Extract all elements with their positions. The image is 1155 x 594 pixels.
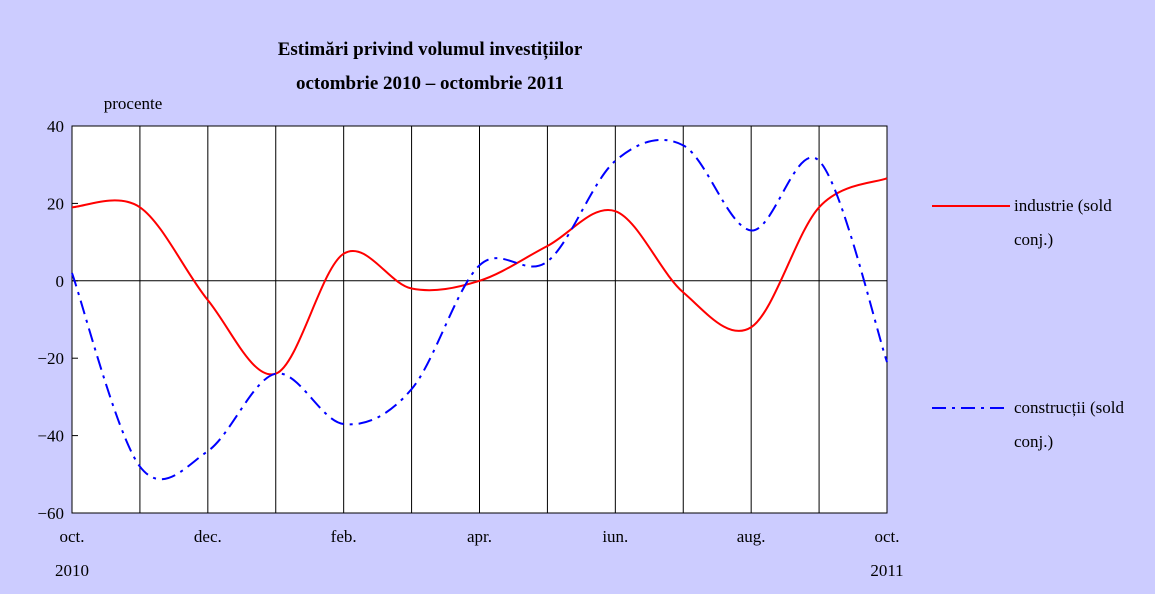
- x-tick-label: aug.: [736, 527, 766, 546]
- x-tick-label: apr.: [466, 527, 493, 546]
- x-tick-label: oct. 2011: [870, 527, 904, 580]
- x-tick-label: oct. 2010: [55, 527, 89, 580]
- chart-subtitle: octombrie 2010 – octombrie 2011: [296, 73, 564, 94]
- x-tick-label: dec.: [193, 527, 222, 546]
- y-tick-label: −40: [37, 427, 64, 446]
- series-line: [71, 177, 888, 376]
- y-axis-label: procente: [104, 94, 163, 113]
- chart-title: Estimări privind volumul investițiilor: [278, 39, 583, 60]
- legend-label: industrie (sold conj.): [1014, 196, 1112, 249]
- y-tick-label: −60: [37, 504, 64, 523]
- x-tick-label: iun.: [602, 527, 629, 546]
- y-tick-label: 40: [47, 117, 64, 136]
- x-tick-label: feb.: [330, 527, 357, 546]
- y-tick-label: 20: [47, 194, 64, 213]
- y-tick-label: 0: [56, 272, 65, 291]
- legend-label: construcții (sold conj.): [1014, 398, 1125, 451]
- y-tick-label: −20: [37, 349, 64, 368]
- series-line: [71, 138, 888, 481]
